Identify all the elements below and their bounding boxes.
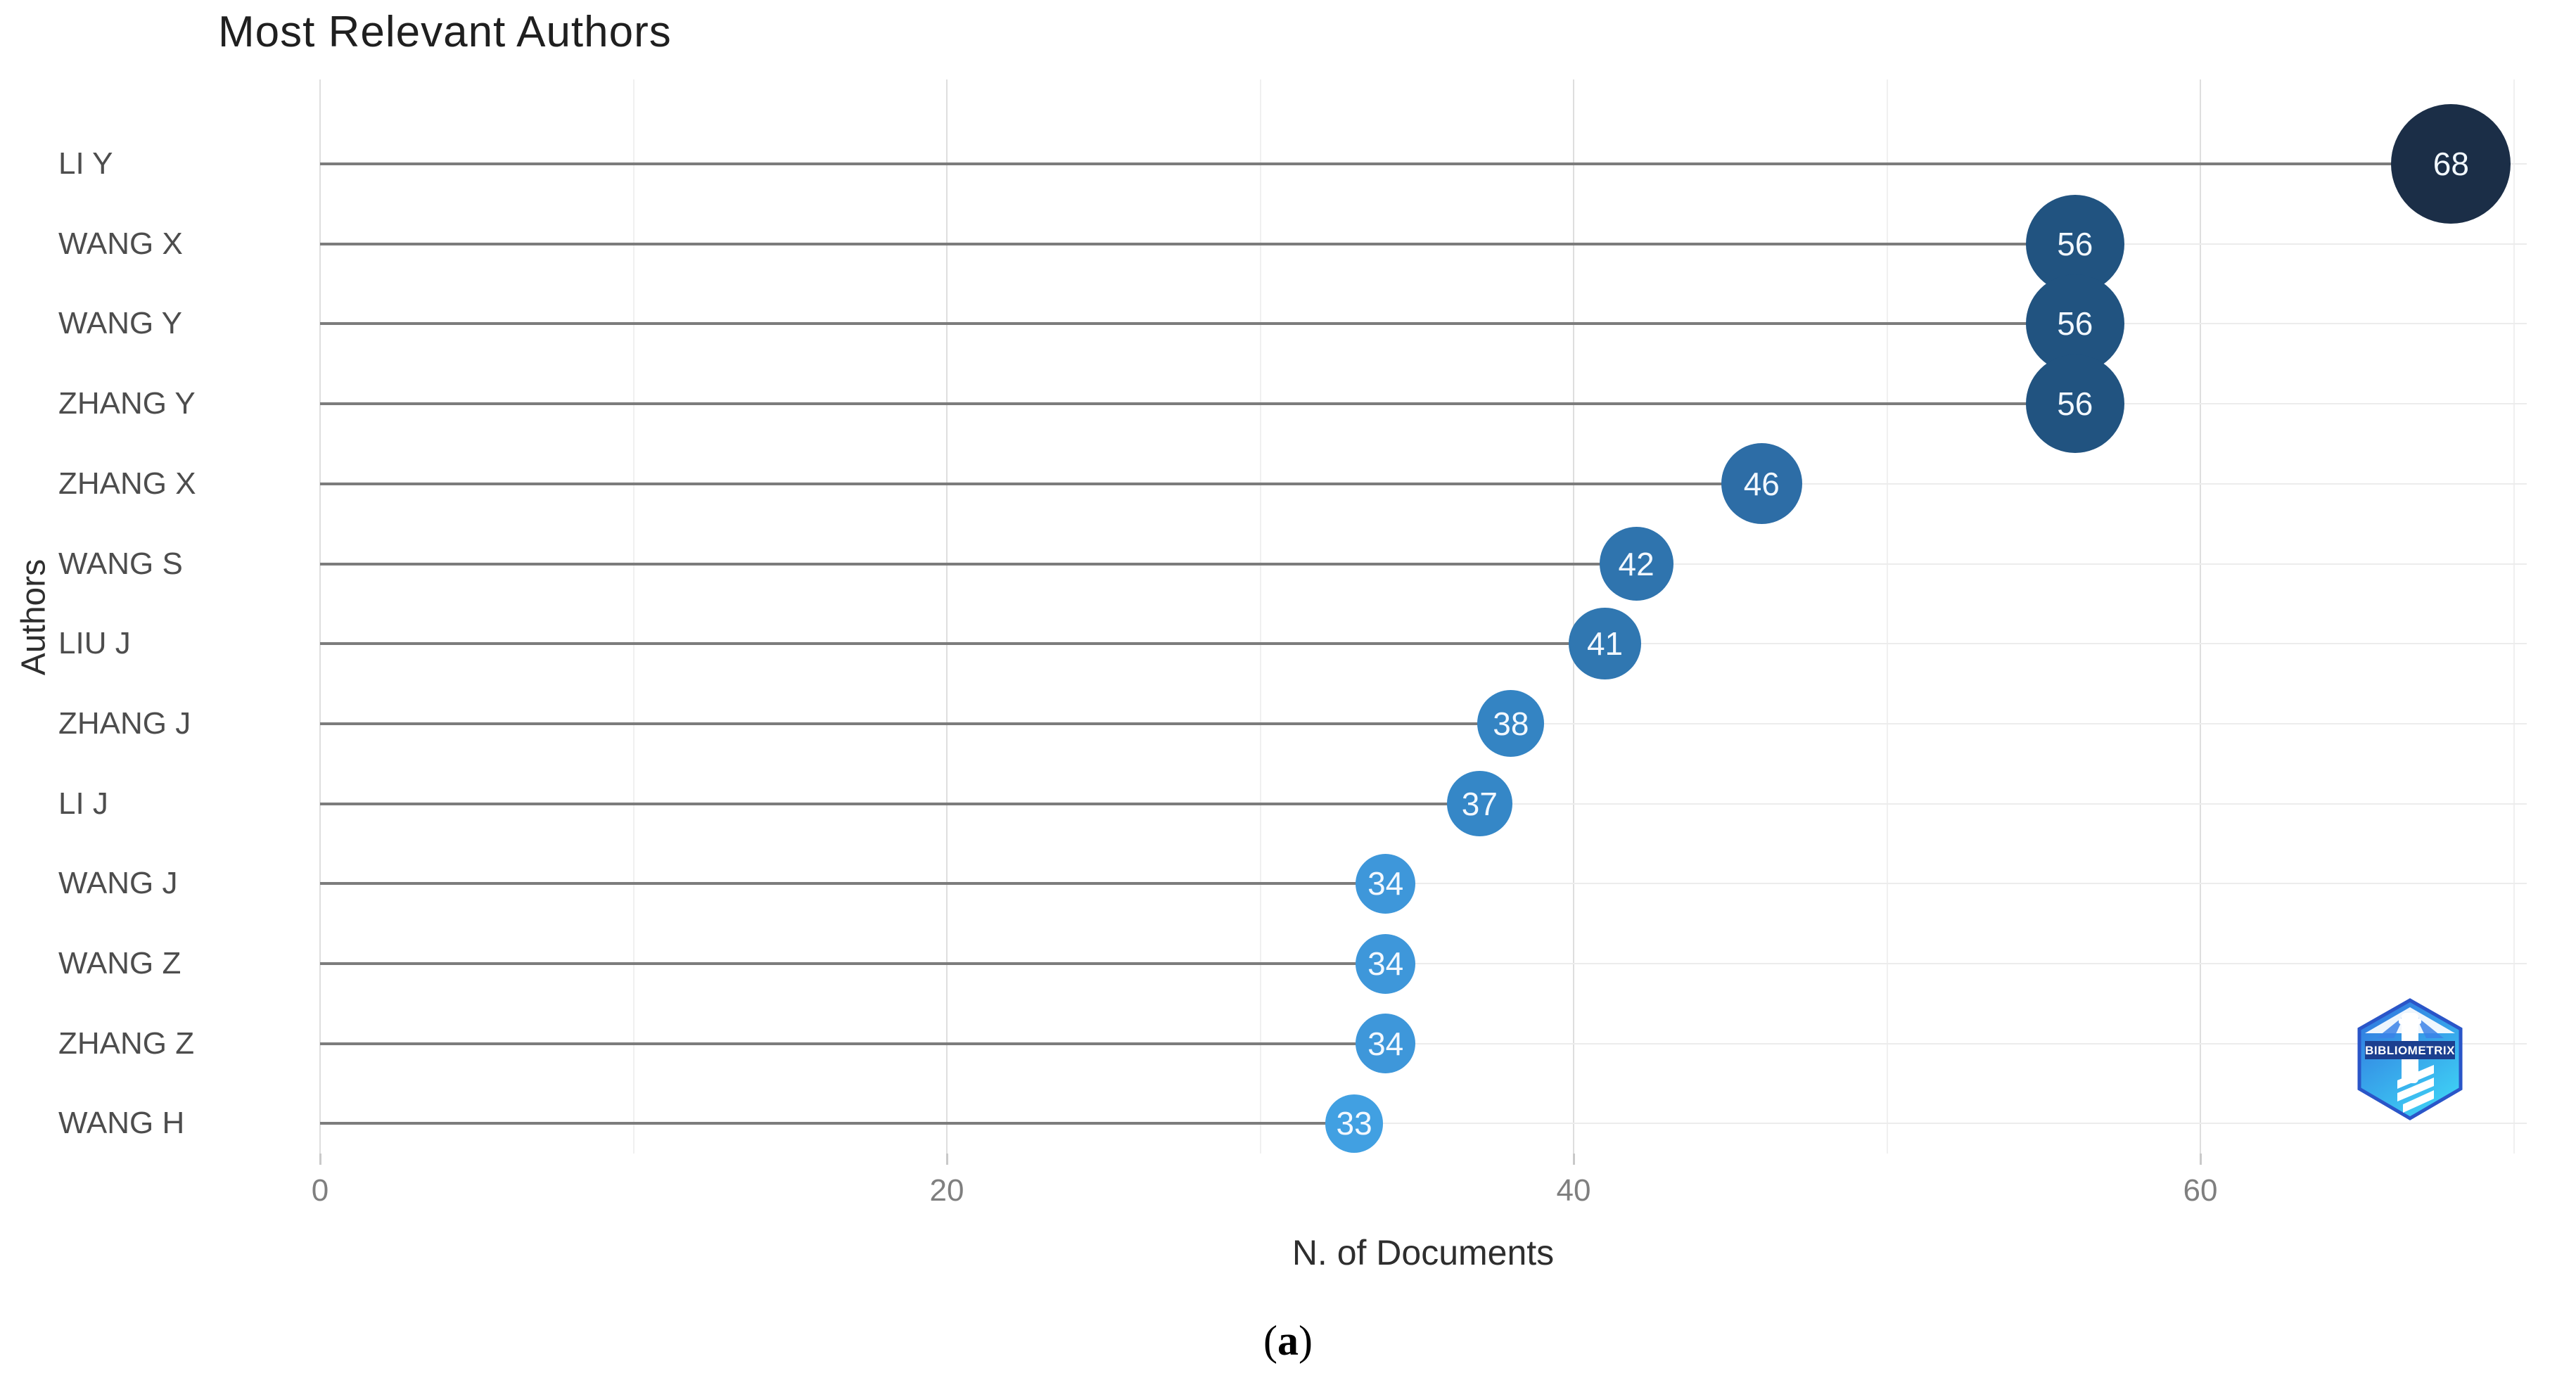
data-point-value-label: 56	[2057, 225, 2093, 262]
data-point: 68	[2391, 104, 2511, 224]
x-major-gridline	[1573, 79, 1574, 1154]
x-tick-mark	[2200, 1154, 2202, 1165]
y-axis-category-label: ZHANG Z	[58, 1026, 195, 1061]
lollipop-stem	[320, 1122, 1355, 1125]
lollipop-stem	[320, 402, 2075, 406]
data-point: 34	[1356, 853, 1416, 914]
y-axis-category-label: WANG H	[58, 1106, 185, 1141]
x-axis-title: N. of Documents	[1292, 1233, 1555, 1272]
y-axis-category-label: ZHANG Y	[58, 386, 196, 421]
x-minor-gridline	[632, 79, 635, 1154]
data-point-value-label: 34	[1367, 865, 1404, 902]
data-point-value-label: 56	[2057, 385, 2093, 423]
subfigure-caption: (a)	[1263, 1317, 1313, 1364]
data-point-value-label: 34	[1367, 945, 1404, 982]
lollipop-stem	[320, 882, 1386, 886]
y-axis-category-label: ZHANG J	[58, 705, 191, 741]
data-point: 33	[1325, 1094, 1384, 1153]
data-point-value-label: 37	[1461, 785, 1498, 822]
data-point-value-label: 56	[2057, 305, 2093, 343]
data-point-value-label: 38	[1493, 705, 1529, 742]
chart-title: Most Relevant Authors	[218, 8, 672, 56]
row-gridline	[320, 1123, 2527, 1125]
x-minor-gridline	[2513, 79, 2515, 1154]
data-point: 37	[1447, 771, 1512, 836]
lollipop-stem	[320, 162, 2451, 165]
data-point: 41	[1569, 607, 1641, 680]
x-minor-gridline	[1886, 79, 1888, 1154]
y-axis-category-label: LIU J	[58, 626, 131, 661]
lollipop-stem	[320, 562, 1637, 566]
y-axis-category-label: WANG Z	[58, 946, 181, 980]
data-point-value-label: 34	[1367, 1025, 1404, 1062]
data-point: 42	[1599, 527, 1673, 601]
bibliometrix-logo-icon: BIBLIOMETRIX	[2357, 998, 2463, 1120]
data-point-value-label: 46	[1743, 465, 1780, 502]
y-axis-category-label: LI Y	[58, 146, 113, 181]
lollipop-stem	[320, 322, 2075, 326]
x-major-gridline	[319, 79, 321, 1154]
x-major-gridline	[946, 79, 948, 1154]
row-gridline	[320, 883, 2527, 885]
data-point-value-label: 33	[1336, 1105, 1372, 1142]
x-tick-label: 20	[929, 1173, 964, 1208]
x-tick-mark	[319, 1154, 321, 1165]
lollipop-stem	[320, 1042, 1386, 1045]
data-point: 46	[1721, 443, 1802, 525]
x-tick-label: 60	[2183, 1173, 2218, 1208]
lollipop-stem	[320, 722, 1511, 725]
lollipop-stem	[320, 242, 2075, 245]
y-axis-category-label: WANG X	[58, 226, 183, 261]
x-major-gridline	[2200, 79, 2201, 1154]
x-minor-gridline	[1259, 79, 1261, 1154]
data-point-value-label: 41	[1586, 625, 1624, 663]
x-tick-mark	[946, 1154, 948, 1165]
lollipop-stem	[320, 802, 1480, 805]
bibliometrix-logo-text: BIBLIOMETRIX	[2365, 1044, 2455, 1057]
y-axis-category-label: ZHANG X	[58, 466, 196, 501]
y-axis-category-label: LI J	[58, 786, 108, 821]
x-tick-mark	[1573, 1154, 1575, 1165]
data-point-value-label: 42	[1618, 545, 1654, 582]
row-gridline	[320, 963, 2527, 964]
y-axis-category-label: WANG S	[58, 546, 183, 581]
data-point: 38	[1477, 690, 1545, 758]
data-point: 34	[1356, 933, 1416, 994]
lollipop-stem	[320, 482, 1762, 485]
data-point-value-label: 68	[2432, 146, 2469, 182]
x-tick-label: 0	[311, 1173, 329, 1208]
data-point: 56	[2025, 354, 2124, 454]
data-point: 34	[1356, 1014, 1416, 1074]
y-axis-title: Authors	[15, 558, 53, 676]
x-tick-label: 40	[1556, 1173, 1591, 1208]
y-axis-category-label: WANG Y	[58, 306, 183, 341]
row-gridline	[320, 1042, 2527, 1045]
y-axis-category-label: WANG J	[58, 866, 178, 901]
lollipop-stem	[320, 962, 1386, 965]
lollipop-stem	[320, 642, 1605, 646]
